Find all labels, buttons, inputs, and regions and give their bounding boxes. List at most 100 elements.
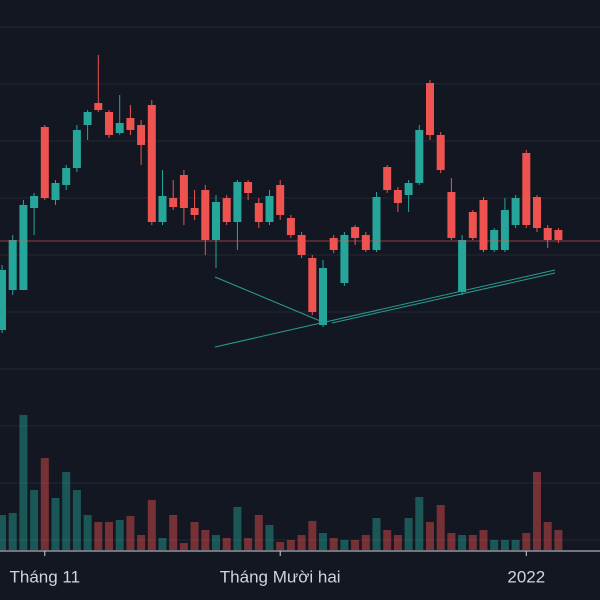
volume-bar (297, 535, 306, 550)
candle-body (244, 182, 253, 193)
candle-body (30, 196, 39, 208)
candles (0, 55, 600, 333)
candle-body (62, 168, 71, 185)
candle-body (265, 196, 274, 222)
volume-bar (190, 522, 199, 550)
volume-bar (201, 530, 210, 550)
candle-body (554, 230, 563, 240)
candle-body (286, 218, 295, 235)
candle-body (543, 228, 552, 240)
volume-bar (105, 522, 113, 550)
candle-body (297, 235, 306, 255)
volume-bar (169, 515, 178, 550)
candle-body (372, 197, 381, 250)
trend-line (214, 276, 326, 324)
volume-bar (8, 513, 17, 550)
candle-body (254, 203, 263, 222)
volume-bar (254, 515, 263, 550)
volume-bar (40, 458, 49, 550)
volume-bar (179, 543, 188, 550)
volume-bar (393, 535, 402, 550)
volume-bar (361, 535, 370, 550)
volume-bar (212, 535, 220, 550)
x-tick-label: 2022 (507, 567, 545, 586)
volume-bar (233, 507, 242, 550)
candle-body (222, 198, 231, 222)
candle-body (201, 190, 210, 240)
volume-bar (222, 538, 231, 550)
volume-bar (286, 540, 295, 550)
candle-body (126, 118, 135, 130)
volume-bar (72, 490, 81, 550)
volume-bar (62, 472, 71, 550)
candle-body (190, 208, 199, 215)
volume-bar (265, 525, 274, 550)
volume-bar (340, 540, 349, 550)
volume-bar (468, 535, 477, 550)
candle-body (83, 112, 92, 125)
candle-body (212, 202, 220, 240)
x-tick-label: Tháng Mười hai (220, 567, 341, 586)
volume-pane (0, 415, 563, 550)
volume-bar (244, 538, 253, 550)
candle-body (404, 183, 413, 195)
volume-bar (126, 516, 135, 550)
drawings (214, 269, 556, 348)
x-tick-label: Tháng 11 (10, 567, 81, 586)
candle-body (105, 112, 113, 135)
candle-body (115, 123, 124, 133)
volume-bar (522, 533, 531, 550)
volume-bar (479, 530, 488, 550)
volume-bar (351, 540, 360, 550)
candle-body (72, 130, 81, 168)
candle-body (458, 240, 467, 292)
candle-body (490, 230, 499, 250)
candle-body (479, 200, 488, 250)
trend-line (331, 272, 556, 324)
candle-body (158, 196, 167, 222)
candle-body (533, 197, 541, 228)
candle-body (361, 235, 370, 250)
candle-body (51, 183, 60, 200)
candle-body (522, 153, 531, 225)
volume-bar (447, 533, 456, 550)
candle-body (415, 130, 424, 183)
volume-bar (490, 540, 499, 550)
volume-bar (19, 415, 28, 550)
volume-bar (415, 497, 424, 550)
time-axis: Tháng 11 Tháng Mười hai 2022 (10, 551, 545, 586)
candle-body (8, 240, 17, 290)
candle-body (179, 175, 188, 208)
volume-bar (115, 520, 124, 550)
candle-body (276, 185, 285, 215)
candle-body (94, 103, 103, 110)
volume-bar (158, 538, 167, 550)
volume-bar (458, 535, 467, 550)
volume-bar (436, 505, 445, 550)
volume-bar (308, 521, 317, 550)
volume-bar (137, 535, 146, 550)
volume-bar (554, 530, 563, 550)
volume-bar (511, 540, 520, 550)
volume-bar (51, 498, 60, 550)
volume-bar (426, 522, 434, 550)
candle-body (137, 125, 146, 145)
volume-bar (500, 540, 509, 550)
volume-bar (83, 515, 92, 550)
candle-body (308, 258, 317, 312)
candle-body (19, 205, 28, 290)
candle-body (147, 105, 156, 222)
candle-body (351, 227, 360, 238)
volume-bar (372, 518, 381, 550)
candle-body (0, 270, 6, 330)
candle-body (426, 83, 434, 135)
volume-bar (0, 515, 6, 550)
candle-body (447, 192, 456, 238)
volume-bar (533, 472, 541, 550)
candle-body (436, 135, 445, 170)
candle-body (340, 235, 349, 283)
volume-bar (147, 500, 156, 550)
candle-body (383, 167, 392, 190)
candle-body (511, 198, 520, 225)
